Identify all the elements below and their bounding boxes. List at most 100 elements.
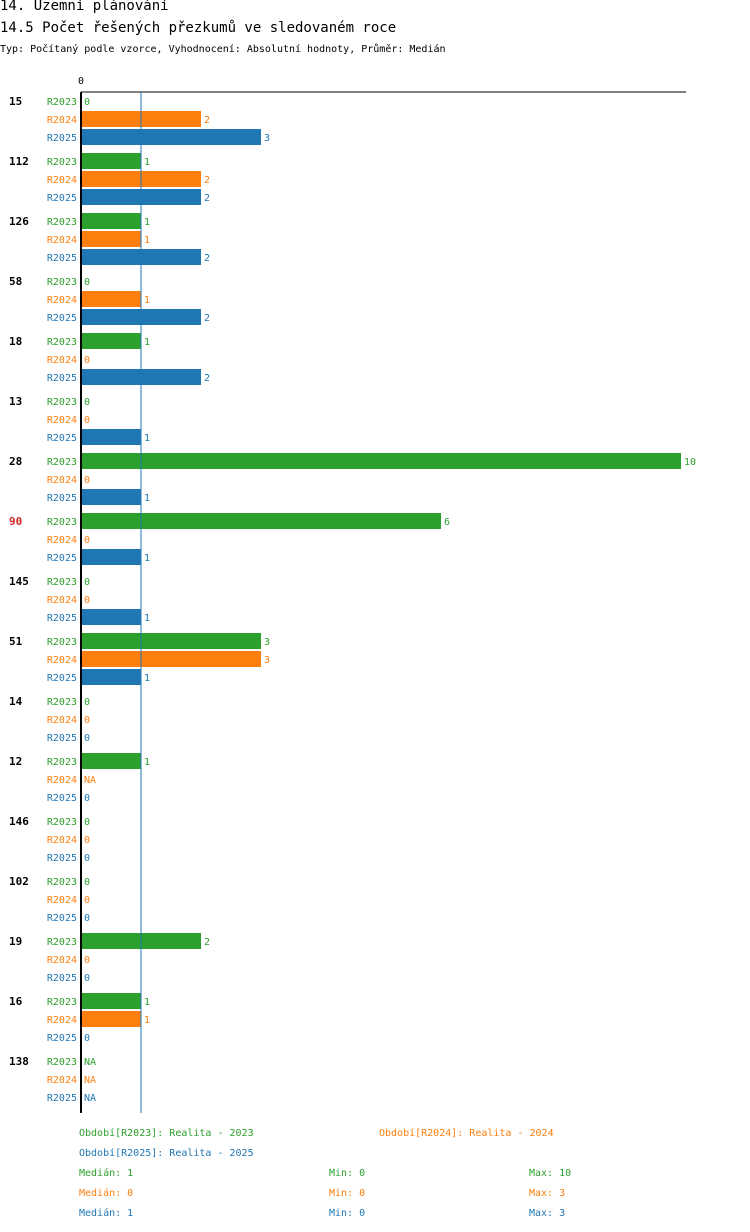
series-label: R2024 bbox=[47, 415, 77, 426]
value-label: 0 bbox=[84, 475, 90, 486]
value-label: 0 bbox=[84, 397, 90, 408]
series-label: R2025 bbox=[47, 433, 77, 444]
category-label: 112 bbox=[9, 155, 29, 168]
series-label: R2025 bbox=[47, 493, 77, 504]
category-label: 102 bbox=[9, 875, 29, 888]
category-label: 12 bbox=[9, 755, 22, 768]
category-label: 58 bbox=[9, 275, 22, 288]
stat-min-r2023: Min: 0 bbox=[329, 1168, 366, 1179]
value-label: NA bbox=[84, 1075, 96, 1086]
value-label: 3 bbox=[264, 637, 270, 648]
bar bbox=[81, 231, 141, 247]
stat-max-r2023: Max: 10 bbox=[529, 1168, 572, 1179]
chart-title: 14.5 Počet řešených přezkumů ve sledovan… bbox=[0, 20, 397, 36]
value-label: 3 bbox=[264, 655, 270, 666]
value-label: NA bbox=[84, 1093, 96, 1104]
series-label: R2025 bbox=[47, 733, 77, 744]
value-label: 2 bbox=[204, 175, 210, 186]
value-label: 6 bbox=[444, 517, 450, 528]
series-label: R2025 bbox=[47, 253, 77, 264]
series-label: R2023 bbox=[47, 337, 77, 348]
category-label: 145 bbox=[9, 575, 29, 588]
series-label: R2025 bbox=[47, 793, 77, 804]
value-label: 1 bbox=[144, 235, 150, 246]
series-label: R2024 bbox=[47, 355, 77, 366]
series-label: R2024 bbox=[47, 175, 77, 186]
value-label: NA bbox=[84, 1057, 96, 1068]
stat-median-r2023: Medián: 1 bbox=[79, 1168, 134, 1179]
value-label: 0 bbox=[84, 853, 90, 864]
value-label: 1 bbox=[144, 295, 150, 306]
value-label: 2 bbox=[204, 373, 210, 384]
value-label: 1 bbox=[144, 493, 150, 504]
series-label: R2023 bbox=[47, 157, 77, 168]
bar bbox=[81, 633, 261, 649]
legend-period-r2025: Období[R2025]: Realita - 2025 bbox=[79, 1148, 254, 1159]
series-label: R2025 bbox=[47, 673, 77, 684]
series-label: R2025 bbox=[47, 133, 77, 144]
category-label: 90 bbox=[9, 515, 22, 528]
bar bbox=[81, 609, 141, 625]
category-label: 28 bbox=[9, 455, 22, 468]
value-label: 1 bbox=[144, 433, 150, 444]
category-label: 15 bbox=[9, 95, 22, 108]
page-title: 14. Územní plánování bbox=[0, 0, 169, 14]
stat-max-r2025: Max: 3 bbox=[529, 1208, 566, 1219]
series-label: R2023 bbox=[47, 997, 77, 1008]
series-label: R2024 bbox=[47, 1075, 77, 1086]
value-label: 1 bbox=[144, 553, 150, 564]
bar bbox=[81, 549, 141, 565]
series-label: R2024 bbox=[47, 475, 77, 486]
bar bbox=[81, 453, 681, 469]
value-label: 0 bbox=[84, 355, 90, 366]
series-label: R2023 bbox=[47, 757, 77, 768]
bar bbox=[81, 129, 261, 145]
category-label: 146 bbox=[9, 815, 29, 828]
series-label: R2023 bbox=[47, 877, 77, 888]
value-label: 0 bbox=[84, 835, 90, 846]
series-label: R2023 bbox=[47, 217, 77, 228]
stat-median-r2024: Medián: 0 bbox=[79, 1188, 134, 1199]
value-label: 0 bbox=[84, 877, 90, 888]
value-label: 1 bbox=[144, 337, 150, 348]
value-label: 0 bbox=[84, 697, 90, 708]
series-label: R2024 bbox=[47, 115, 77, 126]
series-label: R2023 bbox=[47, 817, 77, 828]
value-label: 1 bbox=[144, 1015, 150, 1026]
x-tick-label: 0 bbox=[78, 76, 84, 87]
stat-max-r2024: Max: 3 bbox=[529, 1188, 566, 1199]
value-label: 0 bbox=[84, 595, 90, 606]
series-label: R2025 bbox=[47, 1033, 77, 1044]
bar bbox=[81, 651, 261, 667]
value-label: 1 bbox=[144, 997, 150, 1008]
series-label: R2023 bbox=[47, 577, 77, 588]
category-label: 13 bbox=[9, 395, 22, 408]
series-label: R2024 bbox=[47, 835, 77, 846]
value-label: 0 bbox=[84, 415, 90, 426]
value-label: 0 bbox=[84, 955, 90, 966]
bar bbox=[81, 333, 141, 349]
series-label: R2024 bbox=[47, 295, 77, 306]
stat-min-r2025: Min: 0 bbox=[329, 1208, 366, 1219]
value-label: 10 bbox=[684, 457, 696, 468]
series-label: R2023 bbox=[47, 517, 77, 528]
series-label: R2023 bbox=[47, 697, 77, 708]
series-label: R2024 bbox=[47, 535, 77, 546]
series-label: R2024 bbox=[47, 595, 77, 606]
bar bbox=[81, 513, 441, 529]
value-label: 3 bbox=[264, 133, 270, 144]
series-label: R2024 bbox=[47, 895, 77, 906]
value-label: 1 bbox=[144, 613, 150, 624]
series-label: R2025 bbox=[47, 553, 77, 564]
bar bbox=[81, 153, 141, 169]
series-label: R2023 bbox=[47, 457, 77, 468]
series-label: R2024 bbox=[47, 235, 77, 246]
series-label: R2024 bbox=[47, 715, 77, 726]
bar bbox=[81, 993, 141, 1009]
series-label: R2023 bbox=[47, 97, 77, 108]
value-label: 0 bbox=[84, 535, 90, 546]
value-label: 0 bbox=[84, 895, 90, 906]
series-label: R2023 bbox=[47, 937, 77, 948]
bar bbox=[81, 1011, 141, 1027]
